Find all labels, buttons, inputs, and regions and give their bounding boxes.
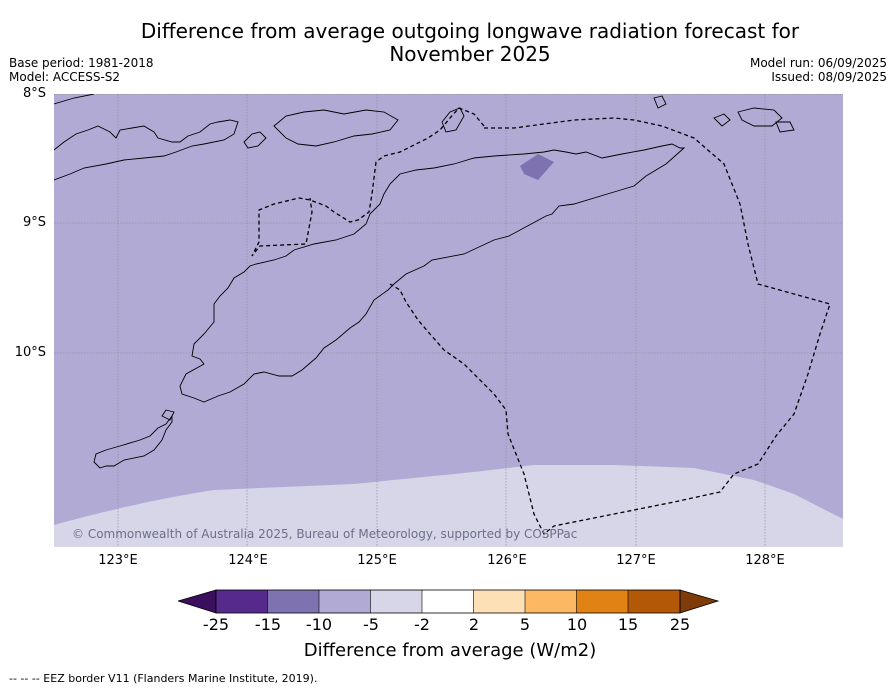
lon-label-128e: 128°E — [745, 553, 785, 568]
colorbar-tick-10: 10 — [566, 615, 588, 634]
model-name: Model: ACCESS-S2 — [9, 70, 121, 84]
issued-date: Issued: 08/09/2025 — [771, 70, 887, 84]
colorbar-bin-2 — [267, 590, 319, 613]
meta-right: Model run: 06/09/2025 Issued: 08/09/2025 — [750, 56, 887, 84]
colorbar-bin-9 — [628, 590, 680, 613]
anomaly-field-dark-patch — [520, 154, 554, 180]
colorbar-bin-3 — [319, 590, 371, 613]
semau-island — [161, 409, 175, 421]
wetar-island — [273, 109, 399, 147]
lon-label-125e: 125°E — [357, 553, 397, 568]
pantar-island — [243, 131, 267, 149]
lon-label-123e: 123°E — [98, 553, 138, 568]
rote-island-coastline — [93, 414, 173, 469]
colorbar-tick-m15: -15 — [254, 615, 282, 634]
alor-flores-coast — [54, 119, 239, 181]
colorbar-tick-m25: -25 — [202, 615, 230, 634]
colorbar-tick-m10: -10 — [305, 615, 333, 634]
colorbar-tick-2: 2 — [468, 615, 480, 634]
colorbar-tick-5: 5 — [519, 615, 531, 634]
colorbar-tick-m5: -5 — [363, 615, 379, 634]
colorbar — [178, 589, 720, 614]
lat-label-9s: 9°S — [22, 215, 46, 230]
colorbar-tick-m2: -2 — [414, 615, 430, 634]
colorbar-title: Difference from average (W/m2) — [303, 640, 597, 661]
kisar-island — [653, 95, 667, 109]
timor-coastline — [179, 143, 686, 403]
base-period: Base period: 1981-2018 — [9, 56, 154, 70]
colorbar-bin-4 — [370, 590, 422, 613]
copyright-notice: © Commonwealth of Australia 2025, Bureau… — [72, 527, 577, 541]
anomaly-field-light — [54, 465, 843, 547]
meta-left: Base period: 1981-2018 Model: ACCESS-S2 — [9, 56, 154, 84]
nw-coast — [54, 94, 95, 105]
lat-label-8s: 8°S — [22, 86, 46, 101]
colorbar-tick-25: 25 — [669, 615, 691, 634]
lon-label-127e: 127°E — [616, 553, 656, 568]
colorbar-extend-low — [178, 589, 217, 614]
colorbar-bin-1 — [216, 590, 268, 613]
model-run: Model run: 06/09/2025 — [749, 56, 887, 70]
eez-footnote: -- -- -- EEZ border V11 (Flanders Marine… — [9, 672, 318, 685]
coastlines — [54, 94, 795, 469]
colorbar-bin-7 — [525, 590, 577, 613]
lon-label-124e: 124°E — [228, 553, 268, 568]
colorbar-tick-15: 15 — [617, 615, 639, 634]
lat-label-10s: 10°S — [14, 345, 46, 360]
colorbar-extend-high — [679, 589, 720, 614]
colorbar-bin-5 — [422, 590, 474, 613]
map-plot: © Commonwealth of Australia 2025, Bureau… — [54, 94, 843, 547]
leti-island — [713, 113, 731, 127]
lon-label-126e: 126°E — [487, 553, 527, 568]
lakor-island — [775, 121, 795, 133]
colorbar-bin-8 — [576, 590, 628, 613]
map-title: Difference from average outgoing longwav… — [140, 19, 800, 66]
colorbar-bin-6 — [473, 590, 525, 613]
atauro-island — [441, 107, 465, 133]
eez-border — [251, 107, 831, 536]
